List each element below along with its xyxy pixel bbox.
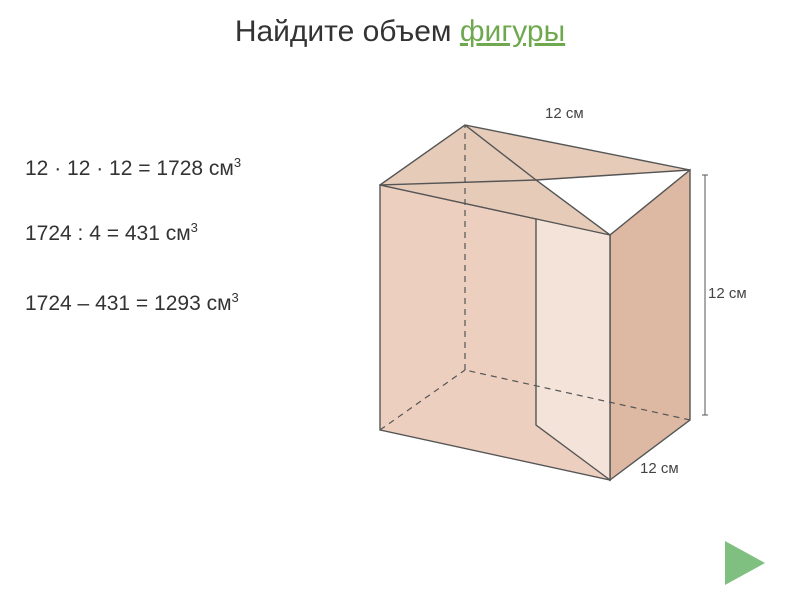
eq1-sup: 3: [234, 155, 241, 170]
face-right: [610, 170, 690, 480]
eq3-text: 1724 – 431 = 1293 см: [25, 292, 232, 315]
eq2-text: 1724 : 4 = 431 см: [25, 222, 191, 245]
dim-right: 12 см: [708, 285, 747, 302]
eq2-sup: 3: [191, 220, 198, 235]
title-link[interactable]: фигуры: [460, 15, 565, 48]
dim-front: 12 см: [640, 460, 679, 477]
prism-figure: 12 см 12 см 12 см: [320, 80, 720, 510]
equation-3: 1724 – 431 = 1293 см3: [25, 290, 239, 316]
page-title: Найдите объем фигуры: [0, 15, 800, 49]
next-button[interactable]: [725, 541, 765, 585]
equation-2: 1724 : 4 = 431 см3: [25, 220, 198, 246]
title-prefix: Найдите объем: [235, 15, 460, 48]
dim-top: 12 см: [545, 105, 584, 122]
equation-1: 12 · 12 · 12 = 1728 см3: [25, 155, 241, 181]
eq3-sup: 3: [232, 290, 239, 305]
eq1-text: 12 · 12 · 12 = 1728 см: [25, 157, 234, 180]
prism-svg: [320, 80, 720, 510]
